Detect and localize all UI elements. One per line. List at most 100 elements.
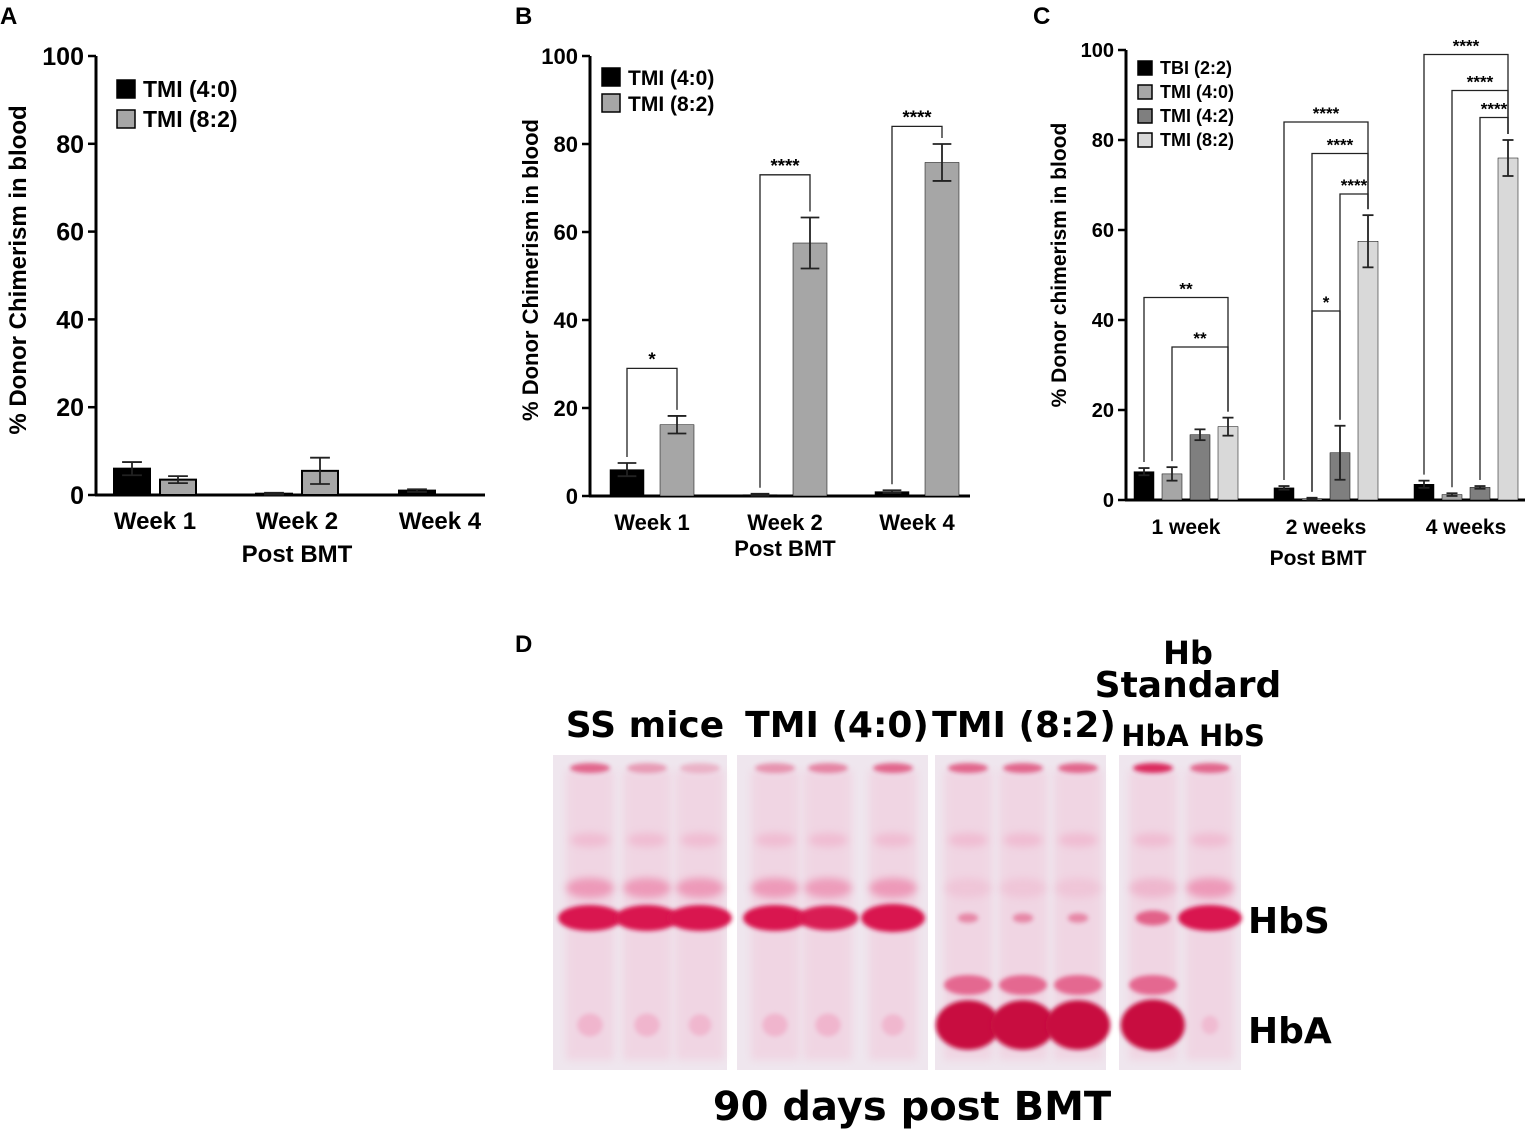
hbs-band [1012,913,1034,923]
bar [1497,157,1519,501]
gel-lane [990,763,1056,1060]
gel-lane [615,763,679,1060]
y-axis-label: % Donor Chimerism in blood [518,119,543,421]
significance-label: * [1323,293,1330,312]
legend-swatch [601,67,621,87]
hba-shoulder-band [1054,975,1102,995]
gel-panel-d: Hb Standard SS mice TMI (4:0) TMI (8:2) … [553,634,1332,1130]
panel-label-b: B [515,3,532,30]
hbs-band [1135,910,1171,926]
legend-label: TMI (8:2) [1160,130,1234,150]
chart-panel-b: 0 20 40 60 80 100 Week 1 Week 2 Week 4 % Donor Ch… [518,44,970,561]
significance-bracket [1339,193,1369,420]
faint-band [873,833,913,847]
legend-swatch [601,93,621,113]
bar [924,162,960,497]
gel-strips [553,755,1242,1070]
hba-shoulder-band [999,975,1047,995]
gel-header-standard: Standard [1095,665,1282,706]
hbs-shoulder-band [751,878,799,898]
significance-label: **** [1313,104,1340,123]
y-tick-label: 0 [1103,490,1114,512]
chart-panel-a: 0 20 40 60 80 100 Week 1 Week 2 Week 4 % Donor Ch… [5,43,485,568]
hba-band [990,1000,1056,1050]
hba-band [1120,999,1186,1051]
hbs-band [615,905,679,931]
faint-band [1058,833,1098,847]
significance-label: ** [1179,280,1193,299]
gel-lane [861,763,925,1060]
significance-bracket [759,174,811,488]
hbs-band [1178,905,1242,931]
gel-band-label-hbs: HbS [1248,901,1330,942]
y-tick-label: 20 [56,394,84,422]
x-axis-label: Post BMT [734,536,836,561]
gel-lane [797,763,859,1060]
x-tick-label: 1 week [1152,516,1221,539]
significance-label: **** [1481,100,1508,119]
y-tick-label: 80 [554,132,578,157]
legend-swatch [1137,60,1153,76]
gel-lane [668,763,732,1060]
hbs-shoulder-band [804,878,852,898]
y-axis-label: % Donor Chimerism in blood [5,105,32,434]
hba-band [881,1014,905,1036]
hbs-shoulder-band [1054,878,1102,898]
loading-band [1003,763,1043,773]
x-tick-label: 2 weeks [1286,516,1367,539]
gel-group-label-ss: SS mice [566,705,724,746]
x-tick-label: Week 4 [399,508,482,535]
significance-label: ** [1193,329,1207,348]
faint-band [808,833,848,847]
legend-label: TMI (4:0) [628,67,714,90]
significance-bracket [1171,346,1229,462]
hbs-band [957,913,979,923]
y-tick-label: 60 [554,220,578,245]
hba-band [762,1013,788,1037]
bar [1189,434,1211,501]
gel-lane [1178,763,1242,1060]
hbs-shoulder-band [999,878,1047,898]
x-axis-label: Post BMT [1270,547,1367,570]
hbs-shoulder-band [1129,878,1177,898]
significance-bracket [1451,89,1509,488]
y-tick-label: 0 [70,482,84,510]
y-tick-label: 40 [1092,310,1114,332]
gel-band-label-hba: HbA [1248,1011,1332,1052]
legend-swatch [1137,132,1153,148]
x-tick-label: Week 2 [747,510,822,535]
significance-label: * [648,348,656,369]
gel-lane-label-hbs: HbS [1199,719,1265,753]
y-tick-label: 100 [42,43,84,71]
loading-band [570,763,610,773]
hbs-shoulder-band [869,878,917,898]
gel-lane [743,763,807,1060]
hba-band [577,1013,603,1037]
significance-bracket [1311,310,1341,492]
significance-bracket [891,125,943,485]
y-tick-label: 100 [541,44,578,69]
hba-band [634,1013,660,1037]
hba-band [1045,1000,1111,1050]
panel-label-c: C [1033,3,1050,30]
legend-swatch [1137,84,1153,100]
y-tick-label: 60 [1092,220,1114,242]
significance-label: **** [902,106,932,127]
legend-label: TMI (4:0) [1160,82,1234,102]
significance-label: **** [1467,73,1494,92]
panel-label-d: D [515,631,532,658]
hbs-band [797,905,859,931]
legend-label: TMI (4:0) [143,76,238,102]
loading-band [755,763,795,773]
y-tick-label: 60 [56,219,84,247]
significance-label: **** [1453,37,1480,56]
x-tick-label: Week 1 [614,510,689,535]
bar [1217,426,1239,501]
significance-bracket [1143,296,1229,463]
loading-band [1133,763,1173,773]
bar [659,424,695,497]
y-tick-label: 80 [56,131,84,159]
significance-bracket [626,367,678,457]
significance-label: **** [1327,136,1354,155]
